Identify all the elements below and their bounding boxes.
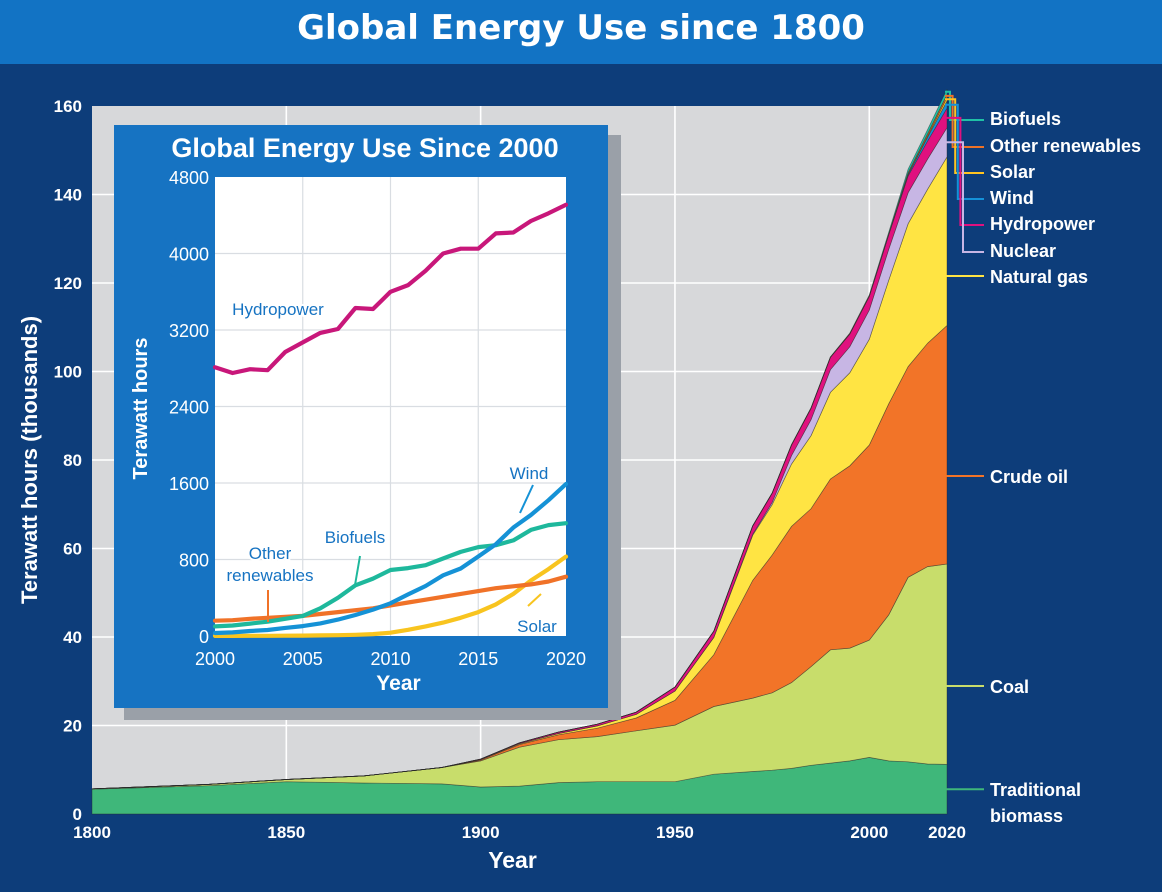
- inset-series-label: Other: [249, 544, 292, 563]
- inset-line-biofuels: [212, 521, 569, 629]
- inset-label-leader: [519, 484, 534, 514]
- inset-title: Global Energy Use Since 2000: [171, 133, 558, 163]
- inset-y-tick-label: 800: [179, 551, 209, 571]
- y-tick-label: 20: [63, 717, 82, 736]
- y-tick-label: 100: [54, 363, 82, 382]
- main-legend: Biofuels Other renewables Solar Wind Hydropo…: [945, 90, 1141, 826]
- legend-leader-biofuels: [945, 90, 984, 121]
- inset-label-leader: [354, 555, 361, 586]
- inset-series-label: Hydropower: [232, 300, 324, 319]
- inset-series-label: Biofuels: [325, 528, 385, 547]
- inset-y-tick-label: 3200: [169, 321, 209, 341]
- y-tick-label: 0: [73, 805, 82, 824]
- legend-label: Wind: [990, 188, 1034, 208]
- legend-label: Natural gas: [990, 267, 1088, 287]
- y-tick-label: 140: [54, 186, 82, 205]
- legend-label: Biofuels: [990, 109, 1061, 129]
- legend-leader-other-renewables: [945, 94, 984, 148]
- inset-series-label: renewables: [227, 566, 314, 585]
- y-tick-label: 80: [63, 451, 82, 470]
- main-axes: 0 20 40 60 80 100 120 140 160 1800 1850 1900 1950 200…: [17, 97, 966, 873]
- page-title: Global Energy Use since 1800: [297, 8, 865, 48]
- y-tick-label: 60: [63, 540, 82, 559]
- legend-label: Crude oil: [990, 467, 1068, 487]
- inset-line-hydropower: [212, 202, 569, 376]
- inset-y-tick-label: 4800: [169, 168, 209, 188]
- inset-series-label: Wind: [510, 464, 549, 483]
- legend-label: Coal: [990, 677, 1029, 697]
- inset-x-tick-label: 2020: [546, 649, 586, 669]
- legend-label: Other renewables: [990, 136, 1141, 156]
- inset-line-wind: [212, 481, 569, 636]
- y-tick-label: 120: [54, 274, 82, 293]
- inset-x-tick-label: 2010: [370, 649, 410, 669]
- x-axis-label: Year: [488, 847, 537, 873]
- inset-y-tick-label: 1600: [169, 474, 209, 494]
- inset-y-tick-label: 0: [199, 627, 209, 647]
- y-tick-label: 160: [54, 97, 82, 116]
- y-axis-label: Terawatt hours (thousands): [17, 316, 42, 604]
- inset-x-tick-label: 2000: [195, 649, 235, 669]
- inset-x-tick-label: 2005: [283, 649, 323, 669]
- y-tick-label: 40: [63, 628, 82, 647]
- inset-series-label: Solar: [517, 617, 557, 636]
- x-tick-label: 1900: [462, 823, 500, 842]
- legend-leader-nuclear: [945, 141, 984, 253]
- x-tick-label: 2020: [928, 823, 966, 842]
- inset-x-axis-label: Year: [376, 672, 420, 695]
- x-tick-label: 2000: [850, 823, 888, 842]
- legend-label: Nuclear: [990, 241, 1056, 261]
- x-tick-label: 1950: [656, 823, 694, 842]
- legend-label: Traditional: [990, 780, 1081, 800]
- inset-chart: Global Energy Use Since 2000 0 800 1600 2400…: [114, 125, 621, 720]
- legend-leader-solar: [945, 98, 984, 174]
- title-banner: [0, 0, 1162, 64]
- inset-y-axis-label: Terawatt hours: [130, 338, 152, 480]
- inset-label-leader: [527, 593, 542, 607]
- inset-line-solar: [212, 554, 569, 639]
- inset-x-tick-label: 2015: [458, 649, 498, 669]
- x-tick-label: 1850: [267, 823, 305, 842]
- legend-label: Solar: [990, 162, 1035, 182]
- x-tick-label: 1800: [73, 823, 111, 842]
- legend-leader-hydropower: [945, 116, 984, 226]
- legend-label: biomass: [990, 806, 1063, 826]
- inset-y-tick-label: 4000: [169, 245, 209, 265]
- legend-leader-wind: [945, 103, 984, 200]
- inset-y-tick-label: 2400: [169, 398, 209, 418]
- legend-label: Hydropower: [990, 214, 1095, 234]
